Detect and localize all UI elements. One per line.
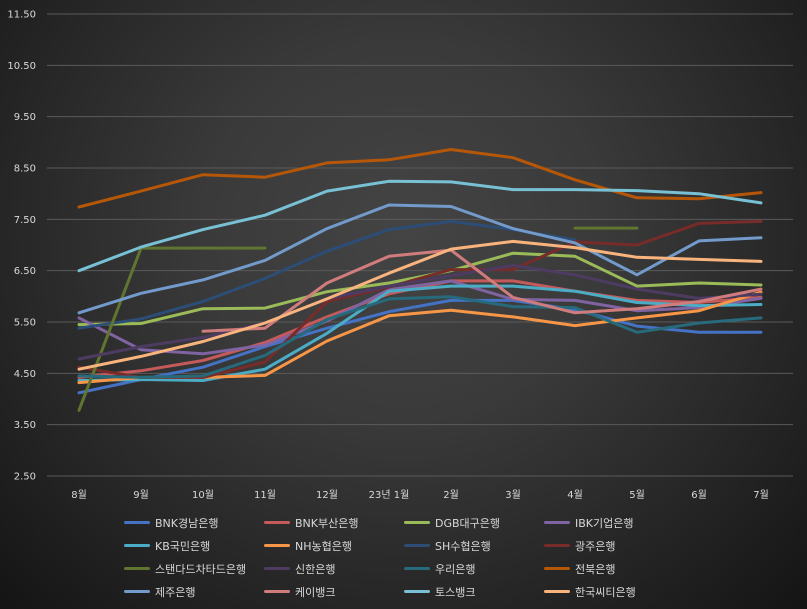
series-line: [77, 179, 763, 273]
legend-swatch: [264, 521, 290, 524]
legend-item: 토스뱅크: [404, 582, 544, 601]
y-tick-label: 11.50: [7, 10, 36, 21]
x-tick-label: 12월: [316, 489, 338, 500]
x-tick-label: 6월: [691, 489, 707, 500]
y-axis-ticks: 2.50 3.50 4.50 5.50 6.50 7.50 8.50 9.50 10.50 11.…: [7, 10, 36, 483]
legend-swatch: [124, 567, 150, 570]
x-tick-label: 7월: [753, 489, 769, 500]
series-line: [77, 246, 267, 412]
x-axis-ticks: 8월 9월 10월 11월 12월 23년 1월 2월 3월 4월 5월 6월 7월: [71, 489, 769, 500]
legend-swatch: [404, 544, 430, 547]
legend-item: KB국민은행: [124, 536, 264, 555]
legend-label: 한국씨티은행: [575, 585, 636, 599]
x-tick-label: 10월: [192, 489, 214, 500]
series-line: [77, 279, 763, 356]
y-tick-label: 4.50: [14, 369, 36, 380]
y-tick-label: 7.50: [14, 215, 36, 226]
y-tick-label: 6.50: [14, 266, 36, 277]
legend-swatch: [544, 521, 570, 524]
legend-item: SH수협은행: [404, 536, 544, 555]
x-tick-label: 8월: [71, 489, 87, 500]
y-tick-label: 10.50: [7, 61, 36, 72]
x-tick-label: 23년 1월: [369, 489, 410, 500]
legend-swatch: [544, 590, 570, 593]
line-chart: 2.50 3.50 4.50 5.50 6.50 7.50 8.50 9.50 10.50 11.…: [7, 10, 793, 500]
x-tick-label: 5월: [629, 489, 645, 500]
legend-label: IBK기업은행: [575, 516, 634, 530]
legend-item: 스탠다드차타드은행: [124, 559, 264, 578]
legend-label: 전북은행: [575, 562, 616, 576]
legend-label: SH수협은행: [435, 539, 491, 553]
legend-item: BNK경남은행: [124, 513, 264, 532]
y-tick-label: 9.50: [14, 112, 36, 123]
legend-swatch: [264, 590, 290, 593]
y-tick-label: 2.50: [14, 472, 36, 483]
legend-label: BNK경남은행: [155, 516, 219, 530]
legend-swatch: [544, 544, 570, 547]
legend-item: BNK부산은행: [264, 513, 404, 532]
legend-swatch: [404, 590, 430, 593]
x-tick-label: 11월: [254, 489, 276, 500]
legend-item: 케이뱅크: [264, 582, 404, 601]
legend-item: DGB대구은행: [404, 513, 544, 532]
legend-swatch: [124, 590, 150, 593]
gridlines: [47, 13, 793, 477]
legend-item: 우리은행: [404, 559, 544, 578]
series-line: [77, 219, 577, 330]
series-line: [77, 148, 763, 209]
legend-swatch: [264, 544, 290, 547]
series-line: [77, 298, 763, 395]
y-tick-label: 3.50: [14, 420, 36, 431]
legend-label: 우리은행: [435, 562, 476, 576]
legend-item: NH농협은행: [264, 536, 404, 555]
legend-item: 신한은행: [264, 559, 404, 578]
x-tick-label: 3월: [505, 489, 521, 500]
legend-item: 전북은행: [544, 559, 684, 578]
legend-item: 광주은행: [544, 536, 684, 555]
legend-label: 토스뱅크: [435, 585, 476, 599]
series-line: [77, 239, 763, 371]
series-line: [77, 284, 763, 382]
y-tick-label: 8.50: [14, 164, 36, 175]
legend-swatch: [124, 544, 150, 547]
legend-label: DGB대구은행: [435, 516, 501, 530]
legend-swatch: [404, 521, 430, 524]
legend-swatch: [404, 567, 430, 570]
series-line: [77, 295, 763, 379]
legend-item: 제주은행: [124, 582, 264, 601]
y-tick-label: 5.50: [14, 318, 36, 329]
legend: BNK경남은행 BNK부산은행 DGB대구은행 IBK기업은행 KB국민은행 NH농협은행…: [124, 513, 684, 601]
legend-swatch: [264, 567, 290, 570]
x-tick-label: 9월: [133, 489, 149, 500]
legend-item: 한국씨티은행: [544, 582, 684, 601]
legend-item: IBK기업은행: [544, 513, 684, 532]
series-line: [77, 264, 763, 361]
series-line: [201, 248, 763, 333]
series-lines: [77, 148, 763, 412]
legend-label: 제주은행: [155, 585, 196, 599]
legend-swatch: [124, 521, 150, 524]
legend-label: 광주은행: [575, 539, 616, 553]
series-line: [77, 203, 763, 315]
x-tick-label: 4월: [567, 489, 583, 500]
legend-label: BNK부산은행: [295, 516, 359, 530]
x-tick-label: 2월: [443, 489, 459, 500]
series-line: [77, 219, 763, 379]
legend-label: 케이뱅크: [295, 585, 336, 599]
legend-label: 스탠다드차타드은행: [155, 562, 247, 576]
legend-label: KB국민은행: [155, 539, 211, 553]
legend-label: NH농협은행: [295, 539, 352, 553]
legend-label: 신한은행: [295, 562, 336, 576]
legend-swatch: [544, 567, 570, 570]
